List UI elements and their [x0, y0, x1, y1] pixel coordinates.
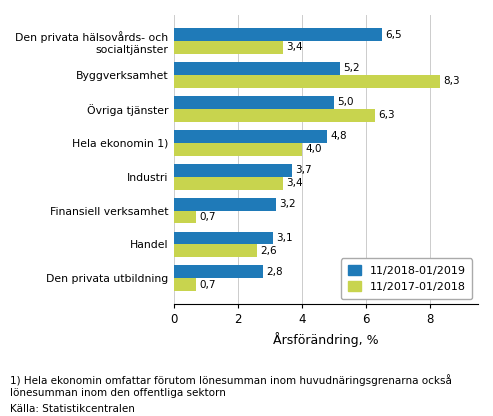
Text: 8,3: 8,3	[443, 77, 459, 87]
Text: 2,8: 2,8	[267, 267, 283, 277]
Text: 3,2: 3,2	[280, 199, 296, 209]
Bar	[174, 28, 382, 41]
Bar	[174, 164, 292, 177]
Text: 6,3: 6,3	[379, 110, 395, 120]
Bar	[174, 198, 276, 210]
Text: 4,0: 4,0	[305, 144, 321, 154]
Bar	[174, 177, 282, 190]
Bar	[174, 210, 196, 223]
Text: 3,4: 3,4	[286, 178, 302, 188]
Bar	[174, 130, 327, 143]
Bar	[174, 232, 273, 245]
Bar	[174, 143, 302, 156]
Text: 5,2: 5,2	[344, 64, 360, 74]
Legend: 11/2018-01/2019, 11/2017-01/2018: 11/2018-01/2019, 11/2017-01/2018	[341, 258, 472, 299]
Bar	[174, 278, 196, 291]
Bar	[174, 41, 282, 54]
Bar	[174, 75, 440, 88]
Text: 5,0: 5,0	[337, 97, 353, 107]
Bar	[174, 109, 376, 122]
Text: 4,8: 4,8	[331, 131, 347, 141]
Text: 3,4: 3,4	[286, 42, 302, 52]
Bar	[174, 245, 257, 258]
Bar	[174, 62, 340, 75]
X-axis label: Årsförändring, %: Årsförändring, %	[273, 332, 379, 347]
Bar	[174, 265, 263, 278]
Text: 1) Hela ekonomin omfattar förutom lönesumman inom huvudnäringsgrenarna också: 1) Hela ekonomin omfattar förutom lönesu…	[10, 374, 452, 386]
Text: 3,7: 3,7	[295, 165, 312, 175]
Text: 0,7: 0,7	[199, 212, 216, 222]
Text: 2,6: 2,6	[260, 246, 277, 256]
Text: 0,7: 0,7	[199, 280, 216, 290]
Bar	[174, 96, 334, 109]
Text: 3,1: 3,1	[276, 233, 293, 243]
Text: lönesumman inom den offentliga sektorn: lönesumman inom den offentliga sektorn	[10, 388, 226, 398]
Text: 6,5: 6,5	[385, 30, 402, 40]
Text: Källa: Statistikcentralen: Källa: Statistikcentralen	[10, 404, 135, 414]
